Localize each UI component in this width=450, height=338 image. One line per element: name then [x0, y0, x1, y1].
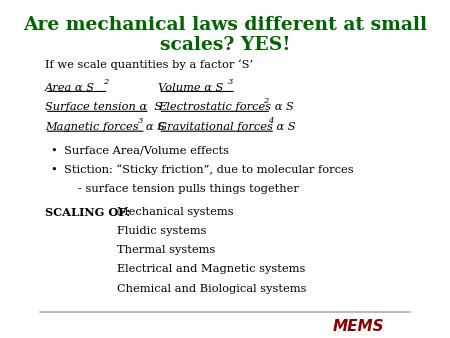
Text: 4: 4: [268, 117, 274, 125]
Text: - surface tension pulls things together: - surface tension pulls things together: [78, 184, 299, 194]
Text: 2: 2: [103, 77, 108, 86]
Text: scales? YES!: scales? YES!: [160, 36, 290, 54]
Text: Magnetic forces  α S: Magnetic forces α S: [45, 122, 165, 132]
Text: Fluidic systems: Fluidic systems: [117, 226, 207, 236]
Text: •: •: [51, 164, 58, 174]
Text: SCALING OF:: SCALING OF:: [45, 207, 130, 218]
Text: Electrostatic forces α S: Electrostatic forces α S: [158, 102, 294, 113]
Text: MEMS: MEMS: [333, 319, 384, 334]
Text: Electrical and Magnetic systems: Electrical and Magnetic systems: [117, 264, 306, 274]
Text: Thermal systems: Thermal systems: [117, 245, 216, 255]
Text: 3: 3: [138, 117, 144, 125]
Text: Stiction: “Sticky friction”, due to molecular forces: Stiction: “Sticky friction”, due to mole…: [64, 164, 354, 175]
Text: Are mechanical laws different at small: Are mechanical laws different at small: [23, 16, 427, 34]
Text: 3: 3: [228, 77, 234, 86]
Text: Surface Area/Volume effects: Surface Area/Volume effects: [64, 145, 230, 155]
Text: Surface tension α  S: Surface tension α S: [45, 102, 162, 113]
Text: Volume α S: Volume α S: [158, 82, 224, 93]
Text: Gravitational forces α S: Gravitational forces α S: [158, 122, 296, 132]
Text: •: •: [51, 145, 58, 155]
Text: Chemical and Biological systems: Chemical and Biological systems: [117, 284, 307, 293]
Text: If we scale quantities by a factor ‘S’: If we scale quantities by a factor ‘S’: [45, 59, 253, 70]
Text: 2: 2: [263, 97, 269, 105]
Text: Area α S: Area α S: [45, 82, 94, 93]
Text: Mechanical systems: Mechanical systems: [117, 207, 234, 217]
